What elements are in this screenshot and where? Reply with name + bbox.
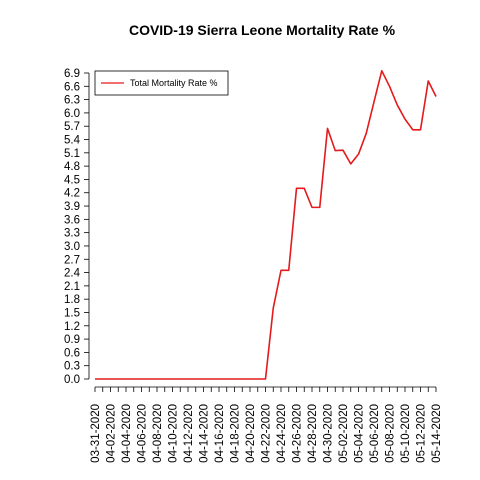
legend: Total Mortality Rate %	[94, 70, 229, 96]
y-tick-label: 0.0	[64, 374, 80, 386]
y-tick-label: 3.9	[64, 201, 80, 213]
x-tick-label: 04-24-2020	[276, 404, 288, 463]
x-tick-label: 05-14-2020	[431, 404, 443, 463]
x-tick-label: 04-28-2020	[307, 404, 319, 463]
series-line-total-mortality-rate	[95, 69, 437, 380]
x-tick-label: 04-08-2020	[152, 404, 164, 463]
y-tick-label: 2.1	[64, 281, 80, 293]
y-tick-label: 0.3	[64, 361, 80, 373]
x-tick-label: 03-31-2020	[90, 404, 102, 463]
y-tick-label: 6.3	[64, 95, 80, 107]
y-tick-label: 2.4	[64, 268, 81, 280]
y-tick-label: 4.8	[64, 161, 80, 173]
y-tick-label: 4.2	[64, 188, 80, 200]
y-tick-label: 3.0	[64, 241, 80, 253]
y-tick-label: 5.7	[64, 121, 80, 133]
y-tick-label: 1.8	[64, 294, 80, 306]
y-tick-label: 6.0	[64, 108, 80, 120]
x-tick-label: 04-30-2020	[323, 404, 335, 463]
x-tick-label: 04-02-2020	[106, 404, 118, 463]
y-tick-label: 2.7	[64, 254, 80, 266]
y-tick-label: 3.6	[64, 214, 80, 226]
y-tick-label: 0.6	[64, 347, 80, 359]
x-tick-label: 04-16-2020	[214, 404, 226, 463]
x-tick-label: 04-18-2020	[230, 404, 242, 463]
y-tick-label: 1.2	[64, 321, 80, 333]
x-tick-label: 05-06-2020	[369, 404, 381, 463]
x-tick-label: 04-06-2020	[137, 404, 149, 463]
y-tick-label: 1.5	[64, 307, 80, 319]
y-tick-label: 5.1	[64, 148, 80, 160]
x-tick-label: 04-10-2020	[168, 404, 180, 463]
x-tick-label: 04-14-2020	[199, 404, 211, 463]
y-tick-label: 3.3	[64, 228, 80, 240]
x-tick-label: 04-26-2020	[292, 404, 304, 463]
chart-title: COVID-19 Sierra Leone Mortality Rate %	[129, 22, 396, 38]
x-tick-label: 05-12-2020	[416, 404, 428, 463]
x-tick-label: 05-04-2020	[354, 404, 366, 463]
axes: 0.00.3 0.60.91.2 1.51.82.12.4 2.73.03.3 3.63…	[64, 68, 443, 463]
x-tick-label: 04-04-2020	[121, 404, 133, 463]
y-tick-label: 6.9	[64, 68, 80, 80]
y-tick-label: 0.9	[64, 334, 80, 346]
series-layer	[95, 69, 437, 380]
x-tick-label: 05-08-2020	[385, 404, 397, 463]
y-tick-label: 5.4	[64, 135, 81, 147]
x-tick-label: 05-10-2020	[400, 404, 412, 463]
x-tick-label: 05-02-2020	[338, 404, 350, 463]
x-tick-label: 04-22-2020	[261, 404, 273, 463]
x-tick-label: 04-20-2020	[245, 404, 257, 463]
x-tick-label: 04-12-2020	[183, 404, 195, 463]
y-tick-label: 6.6	[64, 81, 80, 93]
y-tick-label: 4.5	[64, 174, 80, 186]
legend-label: Total Mortality Rate %	[130, 78, 218, 88]
